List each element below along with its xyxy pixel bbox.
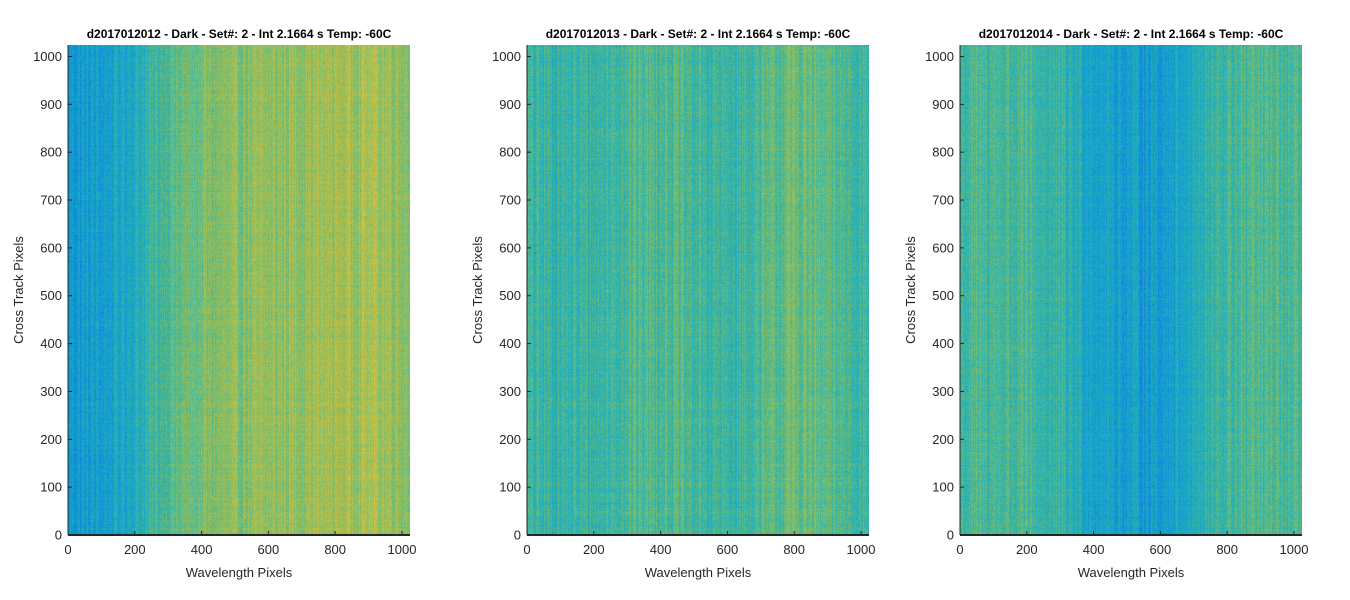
heatmap-image-1 [68, 45, 410, 535]
x-axis-label: Wavelength Pixels [186, 565, 293, 580]
y-tick-label: 900 [499, 97, 521, 112]
y-tick-label: 900 [40, 97, 62, 112]
chart-title: d2017012014 - Dark - Set#: 2 - Int 2.166… [979, 27, 1284, 41]
y-tick-label: 500 [40, 288, 62, 303]
y-tick-label: 500 [932, 288, 954, 303]
x-tick-label: 400 [650, 542, 672, 557]
x-tick-label: 400 [1083, 542, 1105, 557]
y-tick-label: 0 [947, 528, 954, 543]
x-tick-label: 1000 [388, 542, 417, 557]
x-tick-label: 200 [124, 542, 146, 557]
x-tick-label: 800 [783, 542, 805, 557]
y-tick-label: 300 [499, 384, 521, 399]
heatmap-image-3 [960, 45, 1302, 535]
x-tick-label: 1000 [847, 542, 876, 557]
x-axis-label: Wavelength Pixels [1078, 565, 1185, 580]
y-tick-label: 100 [40, 480, 62, 495]
y-axis-label: Cross Track Pixels [903, 236, 918, 344]
y-tick-label: 500 [499, 288, 521, 303]
y-tick-label: 700 [499, 193, 521, 208]
x-tick-label: 200 [583, 542, 605, 557]
y-tick-label: 1000 [925, 49, 954, 64]
heatmap-panel-3: 0 200 400 600 800 1000 0 100 200 300 400 500 600 700 8… [903, 27, 1308, 580]
y-tick-label: 400 [40, 336, 62, 351]
x-tick-label: 600 [717, 542, 739, 557]
y-tick-label: 800 [499, 145, 521, 160]
y-tick-label: 1000 [33, 49, 62, 64]
x-tick-label: 600 [258, 542, 280, 557]
chart-title: d2017012013 - Dark - Set#: 2 - Int 2.166… [546, 27, 851, 41]
y-axis-label: Cross Track Pixels [11, 236, 26, 344]
x-tick-label: 600 [1150, 542, 1172, 557]
x-tick-label: 0 [523, 542, 530, 557]
y-axis-label: Cross Track Pixels [470, 236, 485, 344]
x-tick-label: 400 [191, 542, 213, 557]
x-tick-label: 200 [1016, 542, 1038, 557]
y-tick-label: 0 [514, 528, 521, 543]
y-tick-label: 1000 [492, 49, 521, 64]
x-tick-label: 0 [956, 542, 963, 557]
y-tick-label: 700 [40, 193, 62, 208]
y-tick-label: 200 [40, 432, 62, 447]
y-tick-label: 600 [499, 240, 521, 255]
y-tick-label: 400 [932, 336, 954, 351]
x-tick-label: 0 [64, 542, 71, 557]
y-tick-label: 0 [55, 528, 62, 543]
y-tick-label: 900 [932, 97, 954, 112]
x-axis-label: Wavelength Pixels [645, 565, 752, 580]
y-tick-label: 100 [499, 480, 521, 495]
y-tick-label: 200 [932, 432, 954, 447]
y-tick-label: 100 [932, 480, 954, 495]
x-tick-label: 1000 [1280, 542, 1309, 557]
y-tick-label: 600 [40, 240, 62, 255]
y-tick-label: 300 [932, 384, 954, 399]
chart-title: d2017012012 - Dark - Set#: 2 - Int 2.166… [87, 27, 392, 41]
y-tick-label: 600 [932, 240, 954, 255]
heatmap-panel-1: 0 200 400 600 800 1000 0 100 200 300 400 500 600 700 8… [11, 27, 416, 580]
heatmap-image-2 [527, 45, 869, 535]
y-tick-label: 800 [40, 145, 62, 160]
y-tick-label: 700 [932, 193, 954, 208]
y-tick-label: 400 [499, 336, 521, 351]
y-tick-label: 200 [499, 432, 521, 447]
heatmap-panel-2: 0 200 400 600 800 1000 0 100 200 300 400 500 600 700 8… [470, 27, 875, 580]
x-tick-label: 800 [1216, 542, 1238, 557]
y-tick-label: 300 [40, 384, 62, 399]
y-tick-label: 800 [932, 145, 954, 160]
x-tick-label: 800 [324, 542, 346, 557]
